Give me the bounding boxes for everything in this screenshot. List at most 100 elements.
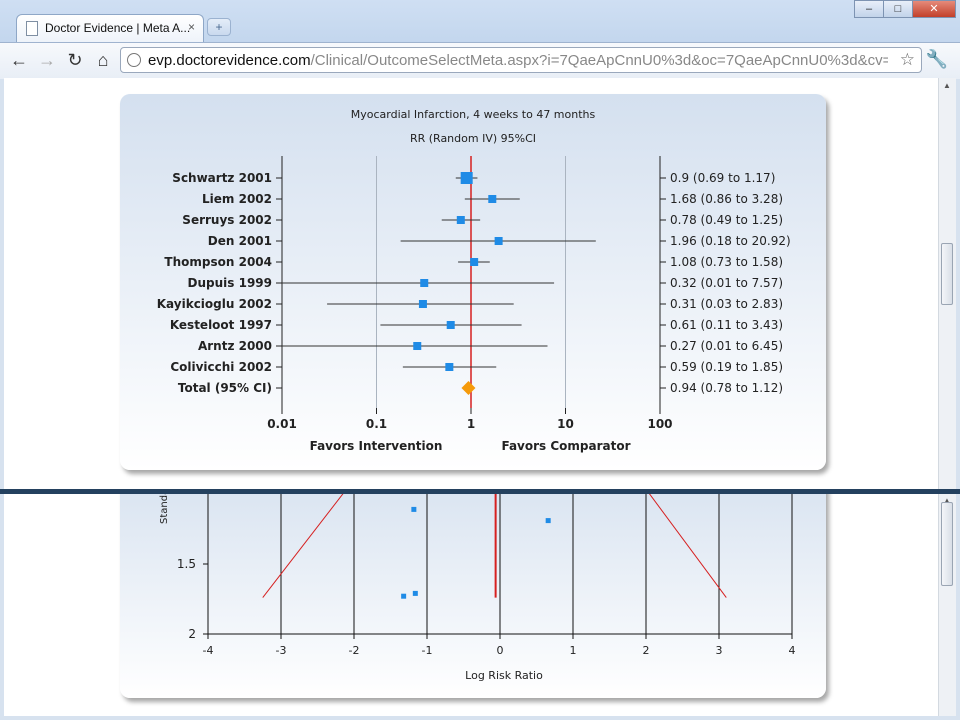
study-marker — [445, 363, 454, 371]
funnel-grid — [207, 494, 793, 634]
close-window-icon[interactable]: ✕ — [912, 0, 956, 18]
funnel-xtick-label: -1 — [422, 644, 433, 657]
funnel-xtick-label: -3 — [276, 644, 287, 657]
bookmark-star-icon[interactable]: ☆ — [899, 50, 915, 69]
study-name: Schwartz 2001 — [172, 171, 272, 185]
browser-chrome: Doctor Evidence | Meta A... × + – □ ✕ ← … — [0, 0, 960, 79]
study-name: Colivicchi 2002 — [170, 360, 272, 374]
upper-scrollbar[interactable]: ▲ — [938, 78, 956, 489]
funnel-ytick-label: 2 — [188, 627, 196, 641]
address-bar[interactable]: evp.doctorevidence.com/Clinical/OutcomeS… — [120, 47, 922, 73]
funnel-point — [411, 506, 417, 512]
study-name: Total (95% CI) — [178, 381, 272, 395]
url-text: evp.doctorevidence.com/Clinical/OutcomeS… — [148, 52, 888, 69]
window-controls: – □ ✕ — [854, 0, 956, 18]
funnel-point — [401, 593, 407, 599]
scroll-up-icon[interactable]: ▲ — [943, 496, 951, 505]
study-name: Dupuis 1999 — [188, 276, 272, 290]
funnel-point — [412, 590, 418, 596]
new-tab-button[interactable]: + — [207, 18, 231, 36]
forward-icon[interactable]: → — [38, 50, 56, 70]
browser-tab[interactable]: Doctor Evidence | Meta A... × — [16, 14, 204, 42]
study-estimate: 0.94 (0.78 to 1.12) — [670, 381, 783, 395]
lower-frame: -4 -3 -2 -1 0 1 2 3 4 1.5 2 Log Risk Ratio Standa … — [4, 494, 956, 716]
forest-xtick-label: 10 — [557, 417, 574, 431]
study-name: Liem 2002 — [202, 192, 272, 206]
forest-axes: 0.01 0.1 1 10 100 — [267, 156, 673, 431]
lower-scroll-thumb[interactable] — [941, 502, 953, 586]
study-estimate: 0.31 (0.03 to 2.83) — [670, 297, 783, 311]
wrench-icon[interactable]: 🔧 — [925, 49, 948, 69]
total-diamond — [461, 381, 476, 395]
study-name: Serruys 2002 — [182, 213, 272, 227]
study-marker — [413, 342, 422, 350]
study-estimate: 1.68 (0.86 to 3.28) — [670, 192, 783, 206]
globe-icon — [127, 53, 141, 67]
study-marker — [470, 258, 479, 266]
forest-title: Myocardial Infarction, 4 weeks to 47 mon… — [351, 108, 596, 121]
study-marker — [460, 172, 473, 184]
close-tab-icon[interactable]: × — [187, 20, 195, 34]
forest-grid — [376, 156, 566, 408]
study-marker — [446, 321, 455, 329]
funnel-xtick-label: 2 — [643, 644, 650, 657]
upper-frame: Myocardial Infarction, 4 weeks to 47 mon… — [4, 78, 956, 489]
funnel-points — [401, 506, 551, 599]
study-name: Den 2001 — [208, 234, 272, 248]
study-marker — [488, 195, 497, 203]
favors-comparator-label: Favors Comparator — [501, 439, 630, 453]
frame-divider[interactable] — [0, 489, 960, 494]
funnel-xtick-label: 1 — [570, 644, 577, 657]
study-estimate: 0.27 (0.01 to 6.45) — [670, 339, 783, 353]
forest-rows: Schwartz 2001 0.9 (0.69 to 1.17) Liem 2002… — [157, 171, 791, 395]
funnel-lines — [262, 494, 727, 598]
scroll-up-icon[interactable]: ▲ — [943, 81, 951, 90]
funnel-point — [545, 518, 551, 524]
back-icon[interactable]: ← — [10, 50, 28, 70]
funnel-axes: -4 -3 -2 -1 0 1 2 3 4 1.5 2 — [177, 494, 796, 657]
funnel-xtick-label: -2 — [349, 644, 360, 657]
study-estimate: 0.9 (0.69 to 1.17) — [670, 171, 775, 185]
study-estimate: 0.78 (0.49 to 1.25) — [670, 213, 783, 227]
funnel-plot-panel: -4 -3 -2 -1 0 1 2 3 4 1.5 2 Log Risk Ratio Standa — [120, 494, 826, 698]
study-estimate: 0.61 (0.11 to 3.43) — [670, 318, 783, 332]
study-name: Kayikcioglu 2002 — [157, 297, 272, 311]
study-estimate: 0.32 (0.01 to 7.57) — [670, 276, 783, 290]
reload-icon[interactable]: ↻ — [67, 50, 83, 70]
funnel-ylabel: Standa — [159, 494, 170, 524]
tab-title: Doctor Evidence | Meta A... — [45, 21, 191, 35]
url-host: evp.doctorevidence.com — [148, 52, 311, 69]
study-marker — [418, 300, 427, 308]
toolbar: ← → ↻ ⌂ evp.doctorevidence.com/Clinical/… — [0, 42, 960, 79]
funnel-plot: -4 -3 -2 -1 0 1 2 3 4 1.5 2 Log Risk Ratio Standa — [159, 494, 796, 682]
forest-subtitle: RR (Random IV) 95%CI — [410, 132, 536, 145]
study-estimate: 0.59 (0.19 to 1.85) — [670, 360, 783, 374]
study-estimate: 1.96 (0.18 to 20.92) — [670, 234, 791, 248]
forest-xtick-label: 100 — [647, 417, 672, 431]
funnel-xlabel: Log Risk Ratio — [465, 669, 543, 682]
funnel-xtick-label: -4 — [203, 644, 214, 657]
favors-intervention-label: Favors Intervention — [310, 439, 443, 453]
study-marker — [456, 216, 465, 224]
study-marker — [494, 237, 503, 245]
study-name: Arntz 2000 — [198, 339, 272, 353]
maximize-icon[interactable]: □ — [883, 0, 913, 18]
funnel-xtick-label: 0 — [497, 644, 504, 657]
page-icon — [26, 21, 38, 36]
study-name: Kesteloot 1997 — [170, 318, 272, 332]
forest-xtick-label: 1 — [467, 417, 475, 431]
funnel-xtick-label: 4 — [789, 644, 796, 657]
forest-plot-panel: Myocardial Infarction, 4 weeks to 47 mon… — [120, 94, 826, 470]
funnel-left-boundary — [262, 494, 344, 598]
funnel-ytick-label: 1.5 — [177, 557, 196, 571]
forest-xtick-label: 0.01 — [267, 417, 297, 431]
forest-xtick-label: 0.1 — [366, 417, 387, 431]
study-marker — [420, 279, 429, 287]
minimize-icon[interactable]: – — [854, 0, 884, 18]
study-name: Thompson 2004 — [164, 255, 272, 269]
home-icon[interactable]: ⌂ — [97, 50, 109, 70]
funnel-xtick-label: 3 — [716, 644, 723, 657]
study-estimate: 1.08 (0.73 to 1.58) — [670, 255, 783, 269]
lower-scrollbar[interactable]: ▲ — [938, 494, 956, 716]
upper-scroll-thumb[interactable] — [941, 243, 953, 305]
